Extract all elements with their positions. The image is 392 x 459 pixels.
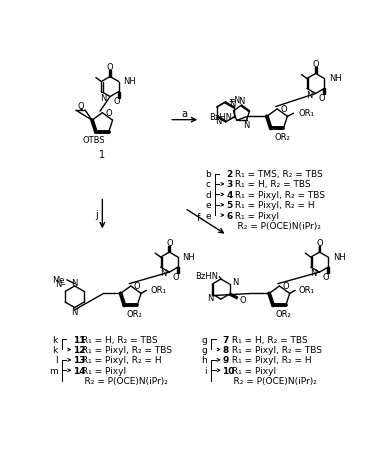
Text: R₁ = TMS, R₂ = TBS: R₁ = TMS, R₂ = TBS (232, 170, 323, 179)
Text: OR₁: OR₁ (150, 285, 166, 294)
Text: d: d (205, 190, 211, 199)
Text: R₁ = H, R₂ = TBS: R₁ = H, R₂ = TBS (79, 335, 158, 344)
Text: e: e (205, 211, 211, 220)
Text: g: g (201, 335, 207, 344)
Text: R₂ = P(OCE)N(iPr)₂: R₂ = P(OCE)N(iPr)₂ (223, 376, 318, 386)
Text: R₁ = Pixyl, R₂ = TBS: R₁ = Pixyl, R₂ = TBS (79, 345, 172, 354)
Text: NH: NH (333, 252, 345, 261)
Text: BzHN: BzHN (209, 113, 232, 122)
Text: f: f (197, 213, 200, 223)
Text: R₂ = P(OCE)N(iPr)₂: R₂ = P(OCE)N(iPr)₂ (73, 376, 168, 386)
Text: 6: 6 (226, 211, 232, 220)
Text: NH: NH (123, 77, 136, 86)
Text: O: O (166, 239, 172, 247)
Text: O: O (172, 272, 179, 281)
Text: O: O (240, 295, 246, 304)
Text: OTBS: OTBS (82, 135, 105, 144)
Text: O: O (134, 282, 141, 291)
Text: l: l (55, 356, 58, 364)
Text: BzHN: BzHN (196, 271, 219, 280)
Text: 9: 9 (223, 356, 229, 364)
Text: N: N (71, 307, 78, 316)
Text: O: O (77, 102, 84, 111)
Text: OR₁: OR₁ (298, 109, 314, 118)
Text: 2: 2 (226, 170, 232, 179)
Text: R₁ = Pixyl, R₂ = H: R₁ = Pixyl, R₂ = H (232, 201, 315, 210)
Text: N: N (215, 117, 221, 126)
Text: N: N (306, 90, 312, 100)
Text: a: a (182, 109, 188, 119)
Text: 4: 4 (226, 190, 233, 199)
Text: N: N (207, 294, 214, 303)
Text: O: O (107, 63, 113, 72)
Text: R₁ = Pixyl: R₁ = Pixyl (229, 366, 276, 375)
Text: k: k (53, 335, 58, 344)
Text: h: h (201, 356, 207, 364)
Text: O: O (283, 282, 289, 291)
Text: 7: 7 (223, 335, 229, 344)
Text: N: N (229, 100, 236, 108)
Text: O: O (105, 109, 112, 118)
Text: R₁ = Pixyl, R₂ = TBS: R₁ = Pixyl, R₂ = TBS (229, 345, 321, 354)
Text: OR₁: OR₁ (299, 285, 315, 294)
Text: 13: 13 (73, 356, 85, 364)
Text: R₁ = H, R₂ = TBS: R₁ = H, R₂ = TBS (232, 180, 311, 189)
Text: R₁ = Pixyl, R₂ = TBS: R₁ = Pixyl, R₂ = TBS (232, 190, 325, 199)
Text: 11: 11 (73, 335, 85, 344)
Text: k: k (53, 345, 58, 354)
Text: N: N (101, 94, 107, 103)
Text: N–: N– (55, 280, 65, 289)
Text: OR₂: OR₂ (276, 309, 291, 318)
Text: R₁ = Pixyl, R₂ = H: R₁ = Pixyl, R₂ = H (79, 356, 162, 364)
Text: 3: 3 (226, 180, 232, 189)
Text: R₁ = Pixyl: R₁ = Pixyl (232, 211, 279, 220)
Text: 14: 14 (73, 366, 86, 375)
Text: R₁ = H, R₂ = TBS: R₁ = H, R₂ = TBS (229, 335, 307, 344)
Text: N: N (238, 97, 245, 106)
Text: c: c (206, 180, 211, 189)
Text: e: e (205, 201, 211, 210)
Text: 8: 8 (223, 345, 229, 354)
Text: N: N (160, 269, 166, 278)
Text: j: j (95, 209, 98, 219)
Text: OR₂: OR₂ (127, 309, 143, 318)
Text: 1: 1 (99, 150, 105, 160)
Text: O: O (312, 60, 319, 69)
Text: Me: Me (52, 275, 65, 284)
Text: O: O (319, 94, 325, 103)
Text: NH: NH (329, 74, 342, 83)
Text: O: O (316, 239, 323, 247)
Text: O: O (280, 105, 287, 114)
Text: b: b (205, 170, 211, 179)
Text: N: N (71, 278, 78, 287)
Text: N: N (243, 120, 250, 129)
Text: 5: 5 (226, 201, 232, 210)
Text: R₁ = Pixyl, R₂ = H: R₁ = Pixyl, R₂ = H (229, 356, 311, 364)
Text: m: m (49, 366, 58, 375)
Text: N: N (232, 278, 238, 286)
Text: R₂ = P(OCE)N(iPr)₂: R₂ = P(OCE)N(iPr)₂ (226, 222, 321, 230)
Text: OR₂: OR₂ (275, 132, 290, 141)
Text: g: g (201, 345, 207, 354)
Text: NH: NH (183, 252, 195, 261)
Text: N: N (310, 269, 316, 278)
Text: R₁ = Pixyl: R₁ = Pixyl (79, 366, 126, 375)
Text: 12: 12 (73, 345, 85, 354)
Text: i: i (205, 366, 207, 375)
Text: 10: 10 (223, 366, 235, 375)
Text: =N: =N (228, 96, 240, 105)
Text: O: O (323, 272, 329, 281)
Text: O: O (113, 97, 120, 106)
